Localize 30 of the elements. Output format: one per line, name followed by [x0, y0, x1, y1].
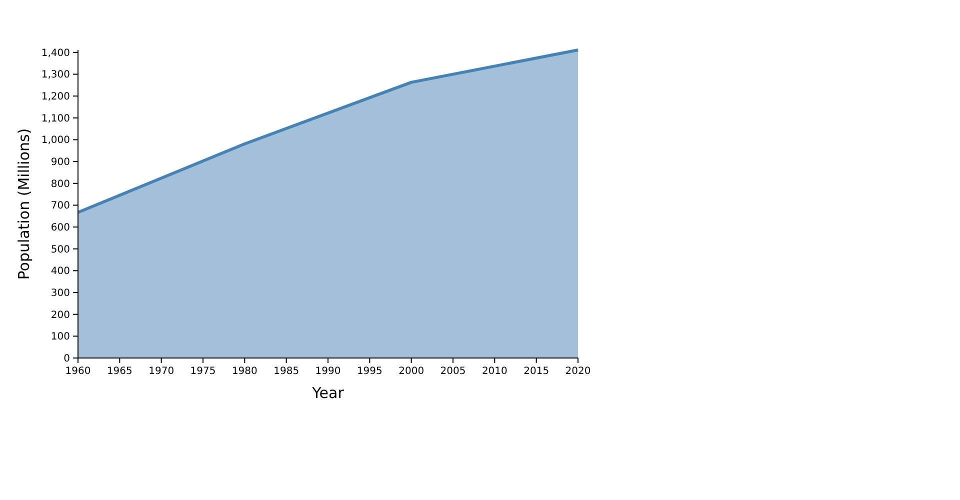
- x-tick-label: 2005: [440, 366, 466, 377]
- x-tick-label: 1975: [190, 366, 216, 377]
- y-tick-label: 100: [50, 332, 70, 343]
- x-axis-title: Year: [311, 384, 345, 402]
- y-tick-label: 200: [50, 310, 70, 321]
- x-tick-label: 1985: [274, 366, 300, 377]
- y-tick-label: 300: [50, 288, 70, 300]
- x-tick-label: 1970: [148, 366, 174, 377]
- x-tick-label: 1990: [315, 366, 341, 377]
- x-tick-label: 2010: [482, 366, 508, 377]
- y-tick-label: 1,000: [41, 135, 70, 146]
- y-tick-label: 900: [50, 157, 70, 168]
- x-tick-label: 1965: [106, 366, 132, 377]
- y-tick-label: 1,300: [41, 70, 70, 81]
- y-tick-label: 500: [50, 244, 70, 256]
- x-tick-label: 1980: [232, 366, 258, 377]
- y-axis-title: Population (Millions): [15, 128, 33, 280]
- x-tick-label: 1960: [65, 366, 91, 377]
- y-tick-label: 1,200: [41, 92, 70, 103]
- x-tick-label: 1995: [356, 366, 382, 377]
- x-tick-label: 2000: [398, 366, 424, 377]
- y-tick-label: 600: [50, 222, 70, 234]
- y-tick-label: 1,100: [41, 113, 70, 124]
- x-tick-label: 2020: [565, 366, 591, 377]
- y-tick-label: 0: [64, 354, 70, 364]
- y-tick-label: 700: [50, 200, 70, 212]
- y-tick-label: 1,400: [41, 48, 70, 59]
- x-tick-label: 2015: [524, 366, 550, 377]
- y-tick-label: 800: [50, 178, 70, 190]
- y-tick-label: 400: [50, 266, 70, 278]
